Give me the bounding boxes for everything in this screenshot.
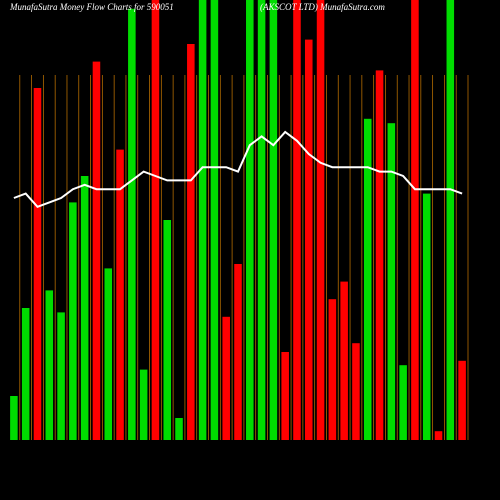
bar bbox=[281, 352, 289, 440]
bar bbox=[458, 360, 466, 440]
bar bbox=[151, 0, 160, 440]
bar bbox=[222, 316, 230, 440]
bar bbox=[163, 220, 172, 440]
bar bbox=[45, 290, 54, 440]
bar bbox=[340, 281, 348, 440]
bar bbox=[422, 193, 431, 440]
bar bbox=[304, 39, 313, 440]
bar bbox=[363, 118, 372, 441]
bar bbox=[57, 312, 65, 440]
bar bbox=[446, 0, 455, 440]
grid bbox=[19, 75, 469, 440]
bars bbox=[10, 0, 466, 441]
bar bbox=[187, 44, 195, 440]
bar bbox=[139, 369, 148, 440]
bar bbox=[104, 268, 113, 440]
bar bbox=[21, 308, 30, 440]
bar bbox=[210, 0, 219, 440]
bar bbox=[246, 0, 254, 440]
bar bbox=[257, 0, 266, 440]
bar bbox=[80, 176, 89, 440]
bar bbox=[411, 0, 419, 440]
bar bbox=[234, 264, 242, 440]
bar bbox=[375, 70, 384, 441]
bar bbox=[269, 0, 278, 440]
bar bbox=[387, 123, 396, 440]
lines bbox=[13, 130, 463, 208]
chart-title: MunafaSutra Money Flow Charts for 590051 bbox=[9, 2, 174, 12]
bar bbox=[399, 365, 407, 440]
trend-line bbox=[13, 130, 463, 208]
bar bbox=[116, 149, 124, 440]
bar bbox=[10, 396, 18, 440]
bar bbox=[92, 61, 101, 440]
bar bbox=[434, 431, 443, 440]
bar bbox=[175, 418, 183, 440]
bar bbox=[293, 0, 301, 440]
bar bbox=[128, 8, 136, 441]
chart-subtitle: (AKSCOT LTD) MunafaSutra.com bbox=[260, 2, 385, 12]
bar bbox=[316, 0, 325, 440]
bar bbox=[69, 202, 77, 440]
bar bbox=[328, 299, 337, 440]
bar bbox=[33, 88, 42, 440]
bar bbox=[198, 0, 207, 440]
bar bbox=[352, 343, 360, 440]
